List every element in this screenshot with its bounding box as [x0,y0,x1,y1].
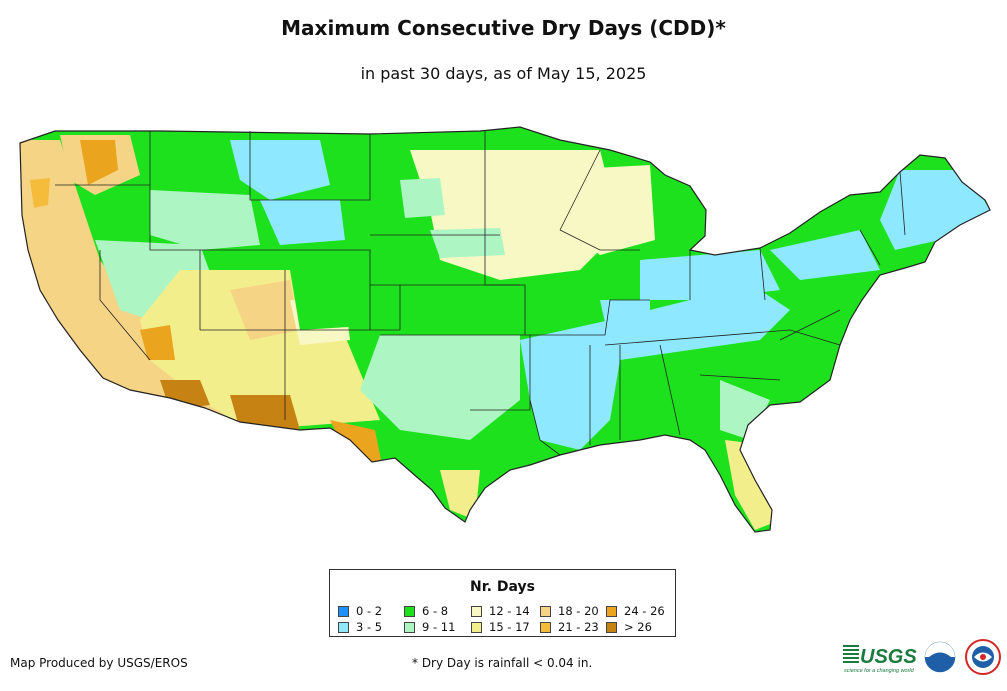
legend-label: 21 - 23 [558,620,599,634]
map-subtitle: in past 30 days, as of May 15, 2025 [360,64,647,83]
legend-label: 18 - 20 [558,604,599,618]
legend-item: 21 - 23 [540,620,599,634]
legend-label: 6 - 8 [422,604,449,618]
agency-logos: USGS science for a changing world [843,638,1003,678]
legend-swatch [471,605,482,617]
usgs-logo: USGS science for a changing world [843,645,917,674]
svg-text:USGS: USGS [860,646,917,668]
legend-swatch [404,621,415,633]
legend-item: 18 - 20 [540,604,599,618]
legend-label: 24 - 26 [624,604,665,618]
map-title: Maximum Consecutive Dry Days (CDD)* [281,16,726,40]
map-footnote: * Dry Day is rainfall < 0.04 in. [412,656,593,670]
cdd-map [19,126,991,533]
map-credit: Map Produced by USGS/EROS [10,656,188,670]
legend-item: 0 - 2 [338,604,382,618]
legend-swatch [540,621,551,633]
legend-title: Nr. Days [470,579,535,595]
legend-item: 15 - 17 [471,620,530,634]
legend-swatch [540,605,551,617]
legend-box: Nr. Days 0 - 2 3 - 5 6 - 8 9 - 11 12 - 1… [329,569,676,637]
legend-swatch [404,605,415,617]
nws-logo [965,639,1001,675]
legend-item: 3 - 5 [338,620,382,634]
svg-text:science for a changing world: science for a changing world [844,668,915,674]
legend-label: > 26 [624,620,652,634]
legend-swatch [338,621,349,633]
legend-label: 12 - 14 [489,604,530,618]
legend-swatch [606,621,617,633]
legend-item: 24 - 26 [606,604,665,618]
legend-swatch [606,605,617,617]
legend-item: 12 - 14 [471,604,530,618]
legend-label: 0 - 2 [356,604,383,618]
legend-swatch [471,621,482,633]
legend-label: 3 - 5 [356,620,383,634]
legend-swatch [338,605,349,617]
legend-item: 6 - 8 [404,604,448,618]
noaa-logo [923,640,957,674]
legend-label: 15 - 17 [489,620,530,634]
legend-item: 9 - 11 [404,620,455,634]
legend-item: > 26 [606,620,652,634]
legend-label: 9 - 11 [422,620,456,634]
